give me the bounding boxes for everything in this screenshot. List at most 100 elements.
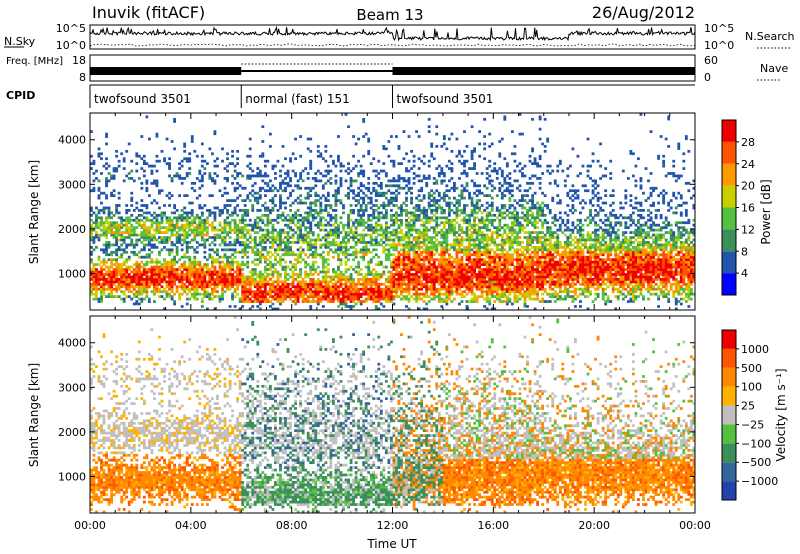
power-cell [115, 275, 119, 279]
power-cell [422, 300, 426, 303]
power-cell [168, 270, 171, 274]
power-cell [374, 285, 378, 289]
power-cell [450, 132, 454, 136]
power-cell [425, 250, 429, 254]
power-cell [415, 300, 419, 303]
power-cell [387, 285, 391, 289]
power-cell [263, 270, 267, 274]
power-cell [122, 270, 126, 274]
power-cell [374, 189, 378, 193]
power-cell [334, 189, 338, 193]
power-cell [241, 218, 245, 222]
power-cell [185, 194, 189, 198]
power-cell [319, 204, 323, 207]
power-cell [488, 243, 492, 247]
power-cell [458, 228, 461, 232]
power-cell [337, 292, 340, 296]
power-cell [281, 238, 285, 242]
power-cell [226, 255, 229, 259]
power-cell [233, 223, 237, 227]
power-cell [271, 236, 275, 239]
power-cell [344, 236, 348, 239]
power-cell [117, 233, 121, 237]
power-cell [145, 211, 149, 215]
power-cell [286, 265, 290, 269]
power-cell [155, 216, 159, 220]
power-cell [125, 295, 129, 298]
power-cell [473, 191, 476, 195]
power-cell [447, 295, 451, 298]
power-cell [158, 295, 161, 298]
power-cell [185, 248, 189, 252]
power-cell [354, 218, 358, 222]
power-cell [483, 142, 487, 146]
power-cell [463, 149, 466, 153]
power-cell [332, 295, 335, 298]
power-cell [354, 194, 358, 198]
power-cell [415, 245, 419, 249]
power-cell [349, 285, 353, 289]
power-cell [359, 302, 363, 306]
power-cell [258, 154, 262, 158]
power-cell [450, 169, 454, 173]
power-cell [147, 255, 151, 259]
power-cell [253, 241, 257, 244]
power-cell [488, 292, 492, 296]
power-cell [253, 263, 257, 266]
power-cell [241, 275, 245, 279]
power-cell [357, 263, 361, 266]
power-cell [458, 250, 461, 254]
power-cell [301, 179, 305, 183]
power-cell [453, 238, 456, 242]
power-cell [291, 282, 295, 286]
power-cell [384, 238, 388, 242]
power-cell [473, 268, 476, 271]
power-cell [458, 302, 461, 306]
power-cell [268, 179, 272, 183]
power-cell [488, 228, 492, 232]
power-cell [233, 226, 237, 230]
power-cell [276, 287, 280, 291]
power-cell [175, 248, 179, 252]
power-cell [432, 258, 436, 262]
power-cell [470, 277, 474, 281]
power-cell [268, 236, 272, 239]
power-cell [279, 255, 282, 259]
power-cell [185, 221, 189, 225]
power-cell [200, 226, 204, 230]
power-cell [332, 255, 335, 259]
power-cell [412, 250, 416, 254]
power-cell [107, 258, 111, 262]
power-cell [221, 231, 224, 234]
power-cell [271, 231, 275, 234]
power-cell [178, 280, 182, 284]
power-cell [218, 189, 222, 193]
power-cell [90, 162, 93, 166]
power-cell [460, 191, 464, 195]
power-cell [326, 199, 330, 202]
power-cell [465, 250, 469, 254]
power-cell [437, 206, 441, 210]
power-cell [246, 177, 250, 180]
power-cell [470, 273, 474, 276]
power-cell [122, 241, 126, 244]
power-cell [170, 285, 174, 289]
power-cell [326, 282, 330, 286]
power-cell [447, 211, 451, 215]
power-cell [258, 194, 262, 198]
power-cell [105, 226, 108, 230]
power-cell [100, 260, 103, 264]
power-cell [309, 167, 313, 170]
power-cell [115, 231, 119, 234]
power-cell [306, 186, 310, 190]
power-cell [231, 228, 234, 232]
power-cell [158, 270, 161, 274]
power-cell [183, 226, 187, 230]
power-cell [432, 285, 436, 289]
power-cell [458, 260, 461, 264]
power-cell [425, 292, 429, 296]
power-cell [115, 206, 119, 210]
power-cell [339, 201, 343, 205]
power-cell [95, 233, 98, 239]
power-cell [299, 270, 303, 274]
